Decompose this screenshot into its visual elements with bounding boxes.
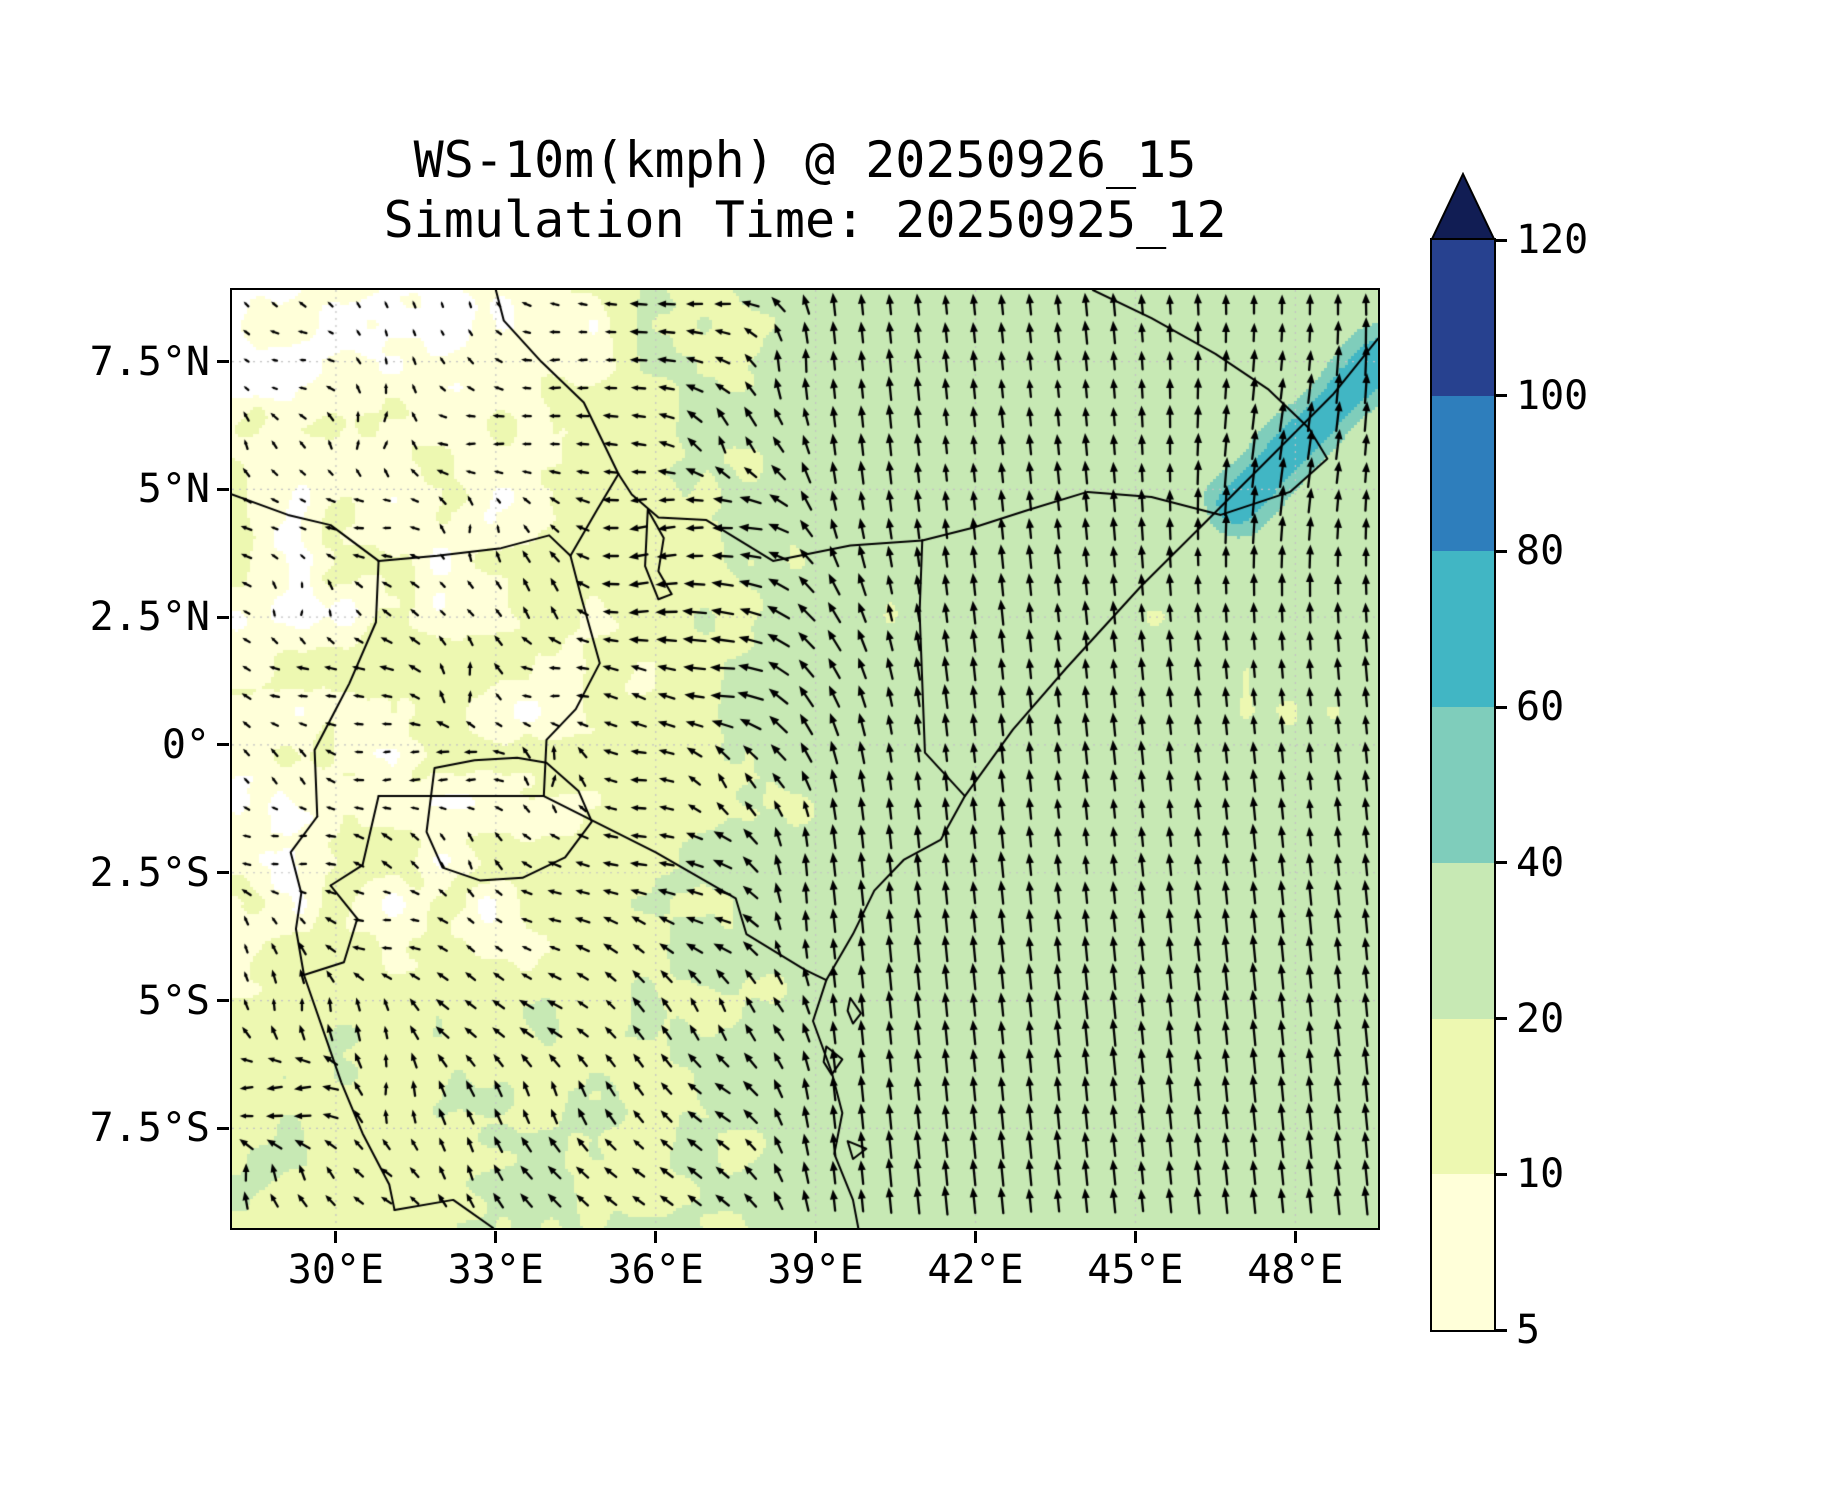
colorbar-segment — [1432, 707, 1494, 863]
colorbar-tick-mark — [1496, 549, 1507, 553]
colorbar-tick-label: 80 — [1516, 528, 1565, 575]
colorbar-segment — [1432, 862, 1494, 1019]
colorbar-tick-label: 100 — [1516, 372, 1589, 419]
x-tick-label: 45°E — [1087, 1247, 1184, 1293]
chart-subtitle: Simulation Time: 20250925_12 — [383, 191, 1227, 249]
y-tick-mark — [217, 999, 229, 1003]
colorbar — [1430, 238, 1496, 1332]
y-tick-label: 5°S — [137, 977, 210, 1024]
x-tick-label: 30°E — [287, 1247, 385, 1293]
colorbar-tick-label: 10 — [1516, 1151, 1565, 1198]
colorbar-tick-label: 60 — [1516, 684, 1565, 731]
colorbar-tick-mark — [1496, 861, 1507, 865]
y-tick-mark — [217, 615, 229, 619]
colorbar-tick-label: 5 — [1516, 1307, 1541, 1353]
y-tick-label: 7.5°S — [89, 1105, 210, 1152]
x-tick-label: 48°E — [1247, 1247, 1344, 1293]
wind-map-canvas — [232, 290, 1378, 1228]
y-tick-mark — [217, 871, 229, 875]
colorbar-tick-label: 20 — [1516, 995, 1565, 1042]
chart-title: WS-10m(kmph) @ 20250926_15 — [413, 131, 1197, 189]
x-tick-label: 39°E — [767, 1247, 864, 1293]
y-tick-mark — [217, 743, 229, 747]
x-tick-mark — [1133, 1231, 1137, 1243]
map-plot-area — [230, 288, 1380, 1230]
y-tick-mark — [217, 487, 229, 491]
y-tick-label: 2.5°N — [89, 594, 210, 641]
colorbar-tick-label: 120 — [1516, 217, 1589, 263]
title-block: WS-10m(kmph) @ 20250926_15 Simulation Ti… — [232, 130, 1378, 250]
colorbar-tick-mark — [1496, 705, 1507, 709]
y-tick-label: 0° — [161, 721, 210, 768]
y-tick-mark — [217, 1126, 229, 1130]
colorbar-segment — [1432, 240, 1494, 396]
colorbar-tick-mark — [1496, 238, 1507, 242]
colorbar-tick-label: 40 — [1516, 839, 1565, 886]
colorbar-extend-triangle — [1430, 172, 1496, 240]
y-tick-label: 2.5°S — [89, 849, 210, 896]
y-tick-label: 5°N — [137, 466, 210, 513]
x-tick-label: 36°E — [607, 1247, 704, 1293]
y-tick-label: 7.5°N — [89, 338, 210, 385]
colorbar-segment — [1432, 1174, 1494, 1331]
colorbar-segment — [1432, 395, 1494, 552]
x-tick-label: 33°E — [447, 1247, 545, 1293]
colorbar-segment — [1432, 551, 1494, 708]
x-tick-mark — [494, 1231, 498, 1243]
x-tick-mark — [334, 1231, 338, 1243]
x-tick-mark — [814, 1231, 818, 1243]
y-tick-mark — [217, 360, 229, 364]
x-tick-mark — [974, 1231, 978, 1243]
colorbar-tick-mark — [1496, 1017, 1507, 1021]
colorbar-tick-mark — [1496, 1328, 1507, 1332]
colorbar-extend-triangle-shape — [1430, 172, 1496, 240]
x-tick-mark — [654, 1231, 658, 1243]
x-tick-mark — [1293, 1231, 1297, 1243]
colorbar-segment — [1432, 1018, 1494, 1175]
x-tick-label: 42°E — [927, 1247, 1024, 1293]
colorbar-tick-mark — [1496, 1172, 1507, 1176]
colorbar-tick-mark — [1496, 394, 1507, 398]
